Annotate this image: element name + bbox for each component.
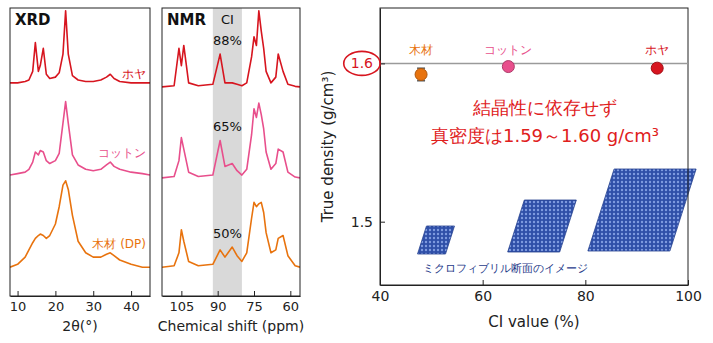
x-tick-mark: [18, 291, 19, 296]
x-tick-mark: [181, 291, 182, 296]
x-tick: 75: [246, 291, 263, 314]
x-axis-title: 2θ(°): [62, 318, 97, 334]
x-tick-label: 40: [372, 288, 390, 304]
highlight-ring: [344, 51, 380, 75]
panel-title: XRD: [15, 11, 51, 29]
x-tick: 80: [577, 280, 595, 304]
spectra: [162, 11, 300, 267]
spectrum-line: [162, 202, 300, 267]
point-label: 木材: [409, 43, 433, 57]
point: [415, 68, 427, 80]
x-tick: 60: [283, 291, 300, 314]
x-tick-label: 60: [283, 299, 300, 314]
x-tick: 90: [210, 291, 227, 314]
panel-density: ミクロフィブリル断面のイメージ 木材 コットン ホヤ結晶性に依存せず真密度は1.59～…: [319, 8, 702, 331]
x-tick-mark: [131, 291, 132, 296]
spectrum-line: [10, 11, 150, 83]
point: [651, 62, 663, 74]
spectra: [10, 11, 150, 267]
caption: ミクロフィブリル断面のイメージ: [423, 262, 588, 275]
x-tick: 105: [169, 291, 194, 314]
panel-title: NMR: [167, 11, 206, 29]
plot-marks: [380, 61, 688, 81]
x-tick-mark: [688, 280, 689, 285]
x-axis-title: Chemical shift (ppm): [158, 318, 304, 334]
ci-label: 50%: [213, 226, 242, 241]
x-tick-mark: [290, 291, 291, 296]
x-tick: 30: [85, 291, 102, 314]
x-tick-label: 80: [577, 288, 595, 304]
ci-label: 65%: [213, 119, 242, 134]
x-tick-label: 100: [675, 288, 702, 304]
x-axis-line: [381, 285, 689, 286]
x-tick-label: 60: [474, 288, 492, 304]
series-label: ホヤ: [122, 67, 146, 81]
x-axis: 40 60 80 100: [372, 280, 702, 304]
spectrum-line: [10, 102, 150, 175]
x-tick-label: 75: [246, 299, 263, 314]
x-tick: 10: [10, 291, 27, 314]
y-axis-title: True density (g/cm³): [319, 71, 337, 224]
frame: [380, 8, 688, 285]
panel-nmr: 105 90 75 60 Chemical shift (ppm) NMR CI 88% 65%…: [158, 8, 304, 334]
x-axis-title: CI value (%): [488, 313, 579, 331]
frame: [162, 8, 300, 296]
annotation: 結晶性に依存せず: [472, 97, 617, 118]
ci-label: 88%: [213, 33, 242, 48]
x-tick-mark: [483, 280, 484, 285]
series-label: 木材 (DP): [92, 237, 146, 251]
panel-xrd: 10 20 30 40 2θ(°) XRD ホヤコットン木材 (DP): [10, 8, 151, 334]
y-tick: 1.6: [344, 51, 385, 75]
x-tick-mark: [218, 291, 219, 296]
x-tick-label: 90: [210, 299, 227, 314]
x-tick-label: 40: [123, 299, 140, 314]
y-tick: 1.5: [351, 214, 385, 230]
x-tick-label: 30: [85, 299, 102, 314]
x-tick: 100: [675, 280, 702, 304]
microfibril-images: [418, 169, 697, 254]
series-label: コットン: [98, 146, 146, 160]
spectrum-line: [10, 181, 150, 267]
x-tick-mark: [585, 280, 586, 285]
figure: 102030402θ(°)XRDホヤコットン木材 (DP)105907560Ch…: [0, 0, 713, 343]
x-axis-line: [163, 296, 301, 297]
microfibril: [418, 226, 455, 254]
y-axis: 1.5 1.6: [344, 9, 385, 286]
point-label: コットン: [484, 43, 532, 57]
spectrum-line: [162, 11, 300, 87]
x-tick-label: 105: [169, 299, 194, 314]
y-tick-label: 1.5: [351, 214, 373, 230]
x-axis: 105 90 75 60: [163, 291, 301, 314]
x-tick-mark: [254, 291, 255, 296]
y-tick-label: 1.6: [351, 55, 373, 71]
microfibril: [508, 200, 577, 252]
x-tick: 40: [123, 291, 140, 314]
microfibril: [588, 169, 696, 251]
x-tick-label: 10: [10, 299, 27, 314]
spectrum-line: [162, 103, 300, 178]
band-label: CI: [221, 12, 234, 27]
x-tick: 60: [474, 280, 492, 304]
frame: [10, 8, 150, 296]
x-tick-mark: [55, 291, 56, 296]
y-tick-mark: [380, 222, 385, 223]
x-tick-label: 20: [48, 299, 65, 314]
reference-line: [380, 63, 688, 65]
point-label: ホヤ: [645, 43, 669, 57]
y-axis-line: [380, 9, 381, 286]
annotation: 真密度は1.59～1.60 g/cm³: [431, 125, 659, 146]
x-axis: 10 20 30 40: [10, 291, 151, 314]
x-tick-mark: [93, 291, 94, 296]
point: [502, 61, 514, 73]
x-axis-line: [11, 296, 151, 297]
x-tick: 20: [48, 291, 65, 314]
